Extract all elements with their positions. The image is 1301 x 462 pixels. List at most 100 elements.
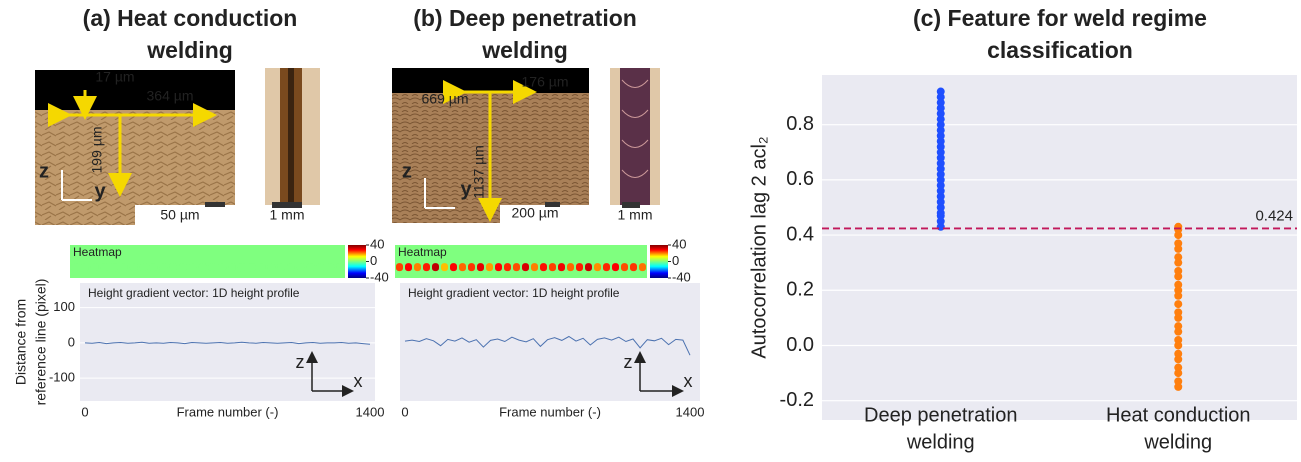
heatmap-cell bbox=[468, 263, 475, 271]
panel-title: (a) Heat conduction bbox=[83, 5, 298, 31]
y-tick-label: 0.8 bbox=[786, 113, 814, 135]
panel-title: welding bbox=[146, 37, 233, 63]
heatmap-cell bbox=[594, 263, 601, 271]
y-axis-label: reference line (pixel) bbox=[33, 279, 49, 406]
heatmap-cell bbox=[558, 263, 565, 271]
y-axis-label: Autocorrelation lag 2 acl₂ bbox=[748, 136, 770, 358]
y-tick-label: 0.2 bbox=[786, 279, 814, 301]
x-tick-label: welding bbox=[906, 431, 975, 453]
heatmap-label: Heatmap bbox=[398, 245, 447, 259]
heatmap-cell bbox=[540, 263, 547, 271]
heatmap-cell bbox=[71, 263, 79, 271]
colorbar-tick-label: 40 bbox=[370, 236, 384, 251]
y-axis-label: Distance from bbox=[13, 299, 29, 385]
heatmap-cell bbox=[603, 263, 610, 271]
image-label: 176 µm bbox=[522, 74, 569, 90]
x-axis-label: Frame number (-) bbox=[177, 404, 279, 419]
heatmap-cell bbox=[277, 263, 285, 271]
heatmap-cell bbox=[336, 263, 344, 271]
point bbox=[1174, 322, 1182, 330]
point bbox=[1174, 223, 1182, 231]
panel-title: (b) Deep penetration bbox=[413, 5, 637, 31]
image-label: 1 mm bbox=[618, 207, 653, 223]
image-label: 200 µm bbox=[512, 205, 559, 221]
colorbar-tick-label: -40 bbox=[672, 269, 691, 284]
panel-title: classification bbox=[987, 37, 1133, 63]
heatmap-cell bbox=[405, 263, 412, 271]
heatmap-cell bbox=[612, 263, 619, 271]
image-label: z bbox=[39, 160, 49, 182]
heatmap-cell bbox=[450, 263, 457, 271]
heatmap-cell bbox=[238, 263, 246, 271]
heatmap-cell bbox=[287, 263, 295, 271]
point bbox=[1174, 377, 1182, 385]
x-axis-label: Frame number (-) bbox=[499, 404, 601, 419]
heatmap-cell bbox=[228, 263, 236, 271]
heatmap-cell bbox=[522, 263, 529, 271]
heatmap-cell bbox=[317, 263, 325, 271]
image-label: 1137 µm bbox=[471, 145, 487, 199]
y-tick-label: 0.0 bbox=[786, 334, 814, 356]
heatmap-cell bbox=[199, 263, 207, 271]
heatmap-cell bbox=[326, 263, 334, 271]
y-tick-label: -0.2 bbox=[780, 389, 814, 411]
axis-glyph-label: z bbox=[624, 352, 633, 372]
image-label: 1 mm bbox=[270, 207, 305, 223]
heatmap-cell bbox=[248, 263, 256, 271]
heatmap-cell bbox=[396, 263, 403, 271]
y-tick-label: 0.4 bbox=[786, 223, 814, 245]
heatmap-cell bbox=[307, 263, 315, 271]
colorbar-tick-label: 40 bbox=[672, 236, 686, 251]
point bbox=[1174, 336, 1182, 344]
image-label: y bbox=[94, 180, 106, 202]
colorbar bbox=[348, 245, 366, 278]
x-tick-label: 0 bbox=[401, 404, 408, 419]
heatmap-cell bbox=[531, 263, 538, 271]
heatmap-cell bbox=[576, 263, 583, 271]
heatmap-cell bbox=[110, 263, 118, 271]
y-tick-label: 0.6 bbox=[786, 168, 814, 190]
panel-title: (c) Feature for weld regime bbox=[913, 5, 1207, 31]
heatmap-cell bbox=[179, 263, 187, 271]
y-tick-label: 0 bbox=[68, 334, 75, 349]
image-label: 364 µm bbox=[147, 88, 194, 104]
point bbox=[1174, 364, 1182, 372]
panel-title: welding bbox=[481, 37, 568, 63]
point bbox=[1174, 281, 1182, 289]
heatmap-cell bbox=[495, 263, 502, 271]
x-tick-label: Deep penetration bbox=[864, 404, 1017, 426]
heatmap-cell bbox=[486, 263, 493, 271]
x-tick-label: welding bbox=[1143, 431, 1212, 453]
plot-area bbox=[822, 75, 1297, 420]
axis-glyph-label: x bbox=[684, 371, 693, 391]
x-tick-label: 0 bbox=[81, 404, 88, 419]
heatmap-cell bbox=[639, 263, 646, 271]
point bbox=[1174, 300, 1182, 308]
heatmap-cell bbox=[120, 263, 128, 271]
heatmap-cell bbox=[297, 263, 305, 271]
heatmap-cell bbox=[504, 263, 511, 271]
heatmap-cell bbox=[258, 263, 266, 271]
colorbar-tick-label: 0 bbox=[672, 253, 679, 268]
heatmap-cell bbox=[159, 263, 167, 271]
point bbox=[1174, 267, 1182, 275]
x-tick-label: Heat conduction bbox=[1106, 404, 1251, 426]
image-label: 199 µm bbox=[89, 127, 105, 174]
point bbox=[1174, 308, 1182, 316]
colorbar bbox=[650, 245, 668, 278]
threshold-label: 0.424 bbox=[1255, 207, 1293, 224]
x-tick-label: 1400 bbox=[676, 404, 705, 419]
y-tick-label: 100 bbox=[53, 299, 75, 314]
axis-glyph-label: z bbox=[296, 352, 305, 372]
figure: (a) Heat conduction welding 17 µm 364 µm 199… bbox=[0, 0, 1301, 457]
heatmap-cell bbox=[81, 263, 89, 271]
heatmap-cell bbox=[209, 263, 217, 271]
heatmap-cell bbox=[459, 263, 466, 271]
point bbox=[1174, 350, 1182, 358]
heatmap-cell bbox=[91, 263, 99, 271]
heatmap-cell bbox=[585, 263, 592, 271]
x-tick-label: 1400 bbox=[356, 404, 385, 419]
image-label: 669 µm bbox=[422, 91, 469, 107]
point bbox=[1174, 239, 1182, 247]
image-label: 17 µm bbox=[95, 69, 134, 85]
